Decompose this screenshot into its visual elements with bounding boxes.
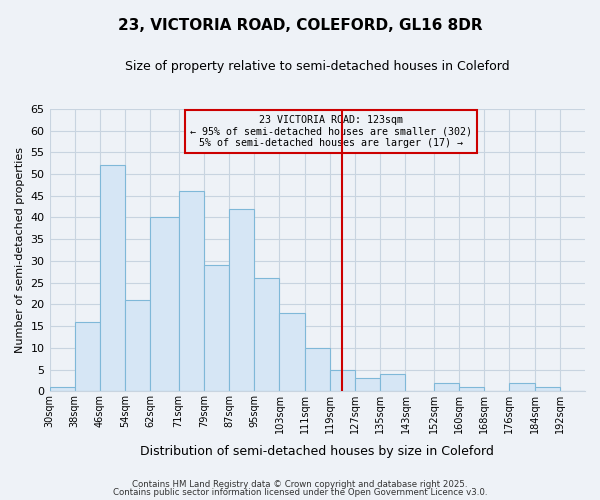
Title: Size of property relative to semi-detached houses in Coleford: Size of property relative to semi-detach… (125, 60, 509, 73)
Bar (204, 266, 229, 391)
Bar (125, 300, 151, 391)
Bar (100, 166, 125, 391)
Bar (434, 382, 459, 391)
Bar (229, 209, 254, 391)
Bar (280, 313, 305, 391)
Bar (330, 370, 355, 391)
Text: Contains HM Land Registry data © Crown copyright and database right 2025.: Contains HM Land Registry data © Crown c… (132, 480, 468, 489)
Bar (305, 348, 330, 391)
Text: 23, VICTORIA ROAD, COLEFORD, GL16 8DR: 23, VICTORIA ROAD, COLEFORD, GL16 8DR (118, 18, 482, 32)
Bar (151, 218, 179, 391)
Bar (380, 374, 406, 391)
Y-axis label: Number of semi-detached properties: Number of semi-detached properties (15, 147, 25, 353)
Bar (179, 192, 204, 391)
Bar (355, 378, 380, 391)
Bar (254, 278, 280, 391)
Bar (459, 387, 484, 391)
Bar (509, 382, 535, 391)
Bar (535, 387, 560, 391)
X-axis label: Distribution of semi-detached houses by size in Coleford: Distribution of semi-detached houses by … (140, 444, 494, 458)
Text: Contains public sector information licensed under the Open Government Licence v3: Contains public sector information licen… (113, 488, 487, 497)
Text: 23 VICTORIA ROAD: 123sqm
← 95% of semi-detached houses are smaller (302)
5% of s: 23 VICTORIA ROAD: 123sqm ← 95% of semi-d… (190, 114, 472, 148)
Bar (75, 322, 100, 391)
Bar (50, 387, 75, 391)
